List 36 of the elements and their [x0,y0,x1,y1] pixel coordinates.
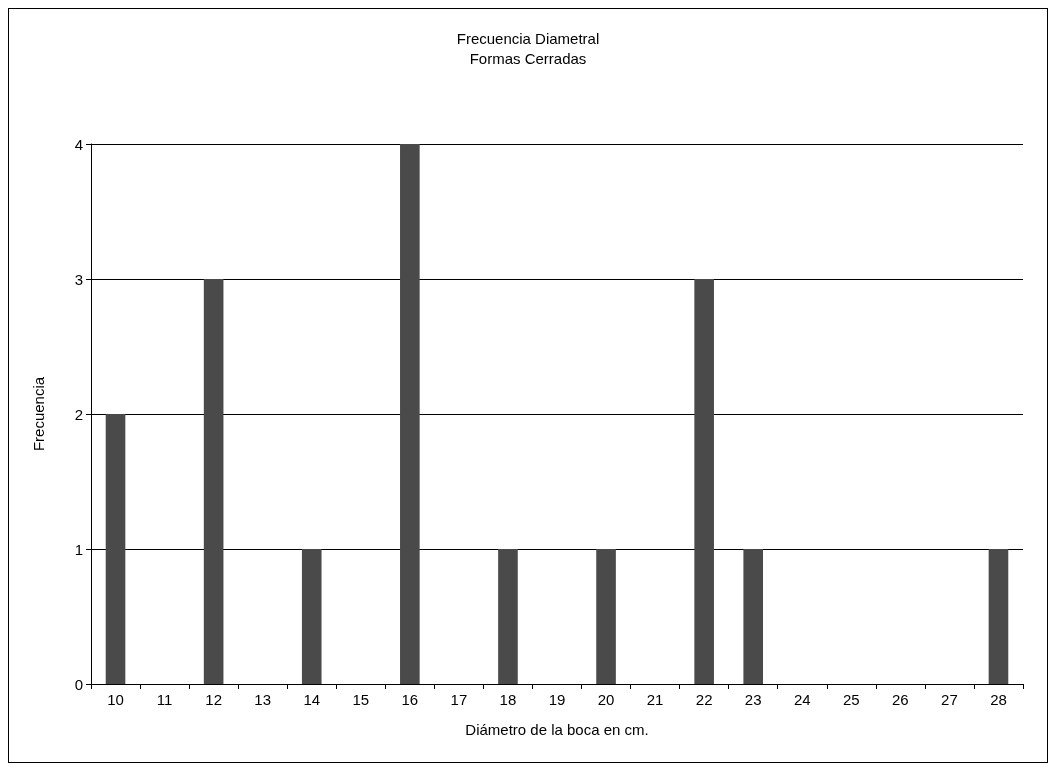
x-axis-title: Diámetro de la boca en cm. [465,721,649,738]
x-tick-label: 27 [941,691,958,708]
x-tick-label: 16 [401,691,419,708]
x-tick-label: 25 [842,691,860,708]
bar [301,549,322,684]
bar [498,549,518,684]
x-tick-label: 11 [156,691,173,708]
x-tick-label: 15 [352,691,370,708]
x-tick-label: 22 [695,691,713,708]
x-tick-label: 24 [793,691,811,708]
x-tick-label: 19 [548,691,566,708]
y-tick-label: 2 [74,405,83,423]
x-tick-label: 13 [254,691,272,708]
y-tick-label: 4 [74,135,83,153]
x-tick-label: 20 [597,691,615,708]
x-tick-label: 26 [892,691,909,708]
y-tick-label: 0 [74,675,83,693]
bar [694,279,714,684]
y-axis-title: Frecuencia [30,376,47,452]
bar [203,279,224,684]
x-tick-label: 12 [205,691,222,708]
x-tick-label: 14 [303,691,321,708]
x-tick-label: 21 [646,691,664,708]
y-tick-label: 1 [74,540,83,558]
x-tick-label: 23 [744,691,762,708]
bar [743,549,764,684]
bar [988,549,1009,684]
bar [400,144,420,684]
y-tick-label: 3 [74,270,83,288]
x-tick-label: 28 [990,691,1007,708]
x-tick-label: 18 [499,691,517,708]
chart-title: Frecuencia Diametral Formas Cerradas [456,29,600,67]
bar [596,549,616,684]
x-tick-label: 10 [107,691,124,708]
bar [105,414,126,684]
x-tick-label: 17 [450,691,468,708]
